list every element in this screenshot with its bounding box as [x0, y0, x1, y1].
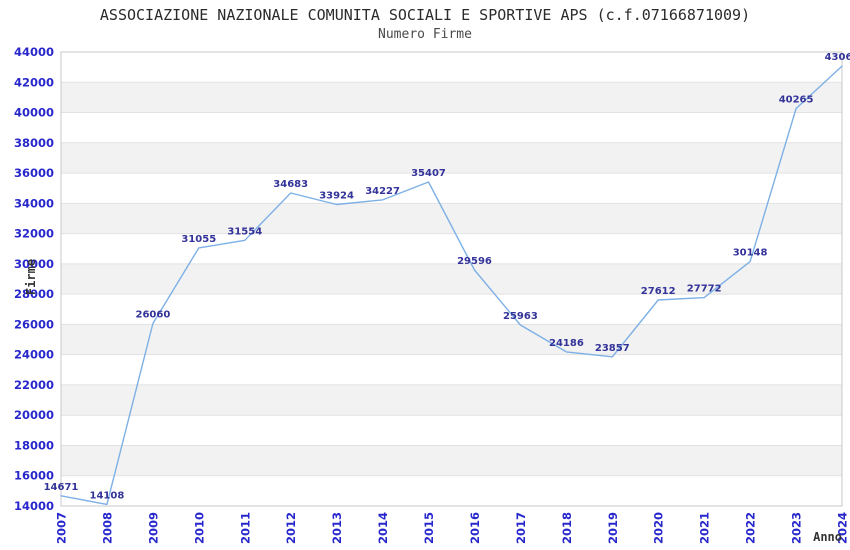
x-tick-label: 2018: [560, 512, 574, 544]
y-tick-label: 40000: [14, 106, 54, 120]
x-tick-label: 2023: [790, 512, 804, 544]
value-label-2020: 27612: [641, 286, 676, 297]
x-tick-label: 2017: [514, 512, 528, 544]
y-tick-label: 18000: [14, 439, 54, 453]
x-axis-title: Anno: [813, 530, 842, 544]
value-label-2021: 27772: [687, 284, 722, 295]
plot-band: [61, 142, 842, 174]
y-tick-label: 28000: [14, 287, 54, 301]
plot-band: [61, 203, 842, 234]
x-tick-label: 2008: [100, 512, 114, 544]
x-tick-label: 2014: [376, 512, 390, 544]
y-tick-label: 16000: [14, 469, 54, 483]
y-tick-label: 42000: [14, 75, 54, 89]
value-label-2008: 14108: [90, 490, 125, 501]
value-label-2017: 25963: [503, 311, 538, 322]
x-tick-label: 2013: [330, 512, 344, 544]
plot-band: [61, 384, 842, 416]
x-tick-label: 2007: [55, 512, 69, 544]
chart-subtitle: Numero Firme: [378, 27, 472, 42]
x-tick-label: 2022: [744, 512, 758, 544]
x-tick-label: 2024: [836, 512, 850, 544]
value-label-2007: 14671: [44, 482, 79, 493]
value-label-2016: 29596: [457, 256, 492, 267]
value-label-2012: 34683: [273, 179, 308, 190]
y-axis-title: Firme: [24, 258, 38, 296]
value-label-2023: 40265: [779, 95, 814, 106]
x-tick-label: 2016: [468, 512, 482, 544]
y-tick-label: 30000: [14, 257, 54, 271]
y-tick-label: 14000: [14, 499, 54, 513]
y-tick-label: 32000: [14, 227, 54, 241]
x-tick-label: 2021: [698, 512, 712, 544]
value-label-2019: 23857: [595, 343, 630, 354]
x-tick-label: 2019: [606, 512, 620, 544]
y-tick-label: 24000: [14, 348, 54, 362]
chart-title: ASSOCIAZIONE NAZIONALE COMUNITA SOCIALI …: [99, 6, 751, 24]
series-line: [60, 65, 843, 506]
x-tick-label: 2015: [422, 512, 436, 544]
y-tick-label: 34000: [14, 196, 54, 210]
value-label-2013: 33924: [319, 191, 354, 202]
y-tick-label: 44000: [14, 45, 54, 59]
y-tick-label: 36000: [14, 166, 54, 180]
value-label-2011: 31554: [227, 226, 262, 237]
x-tick-label: 2009: [146, 512, 160, 544]
x-tick-label: 2010: [192, 512, 206, 544]
value-label-2018: 24186: [549, 338, 584, 349]
y-tick-label: 26000: [14, 317, 54, 331]
x-tick-label: 2011: [238, 512, 252, 544]
value-label-2014: 34227: [365, 186, 400, 197]
value-label-2009: 26060: [136, 310, 171, 321]
plot-band: [61, 445, 842, 476]
plot-band: [61, 263, 842, 295]
x-tick-label: 2020: [652, 512, 666, 544]
x-tick-label: 2012: [284, 512, 298, 544]
value-label-2015: 35407: [411, 168, 446, 179]
y-tick-label: 20000: [14, 408, 54, 422]
value-label-2010: 31055: [181, 234, 216, 245]
plot-border: [60, 51, 843, 507]
value-label-2022: 30148: [733, 248, 768, 259]
value-label-2024: 43066: [825, 52, 850, 63]
y-tick-label: 22000: [14, 378, 54, 392]
plot-band: [61, 324, 842, 355]
y-tick-label: 38000: [14, 136, 54, 150]
plot-band: [61, 82, 842, 113]
